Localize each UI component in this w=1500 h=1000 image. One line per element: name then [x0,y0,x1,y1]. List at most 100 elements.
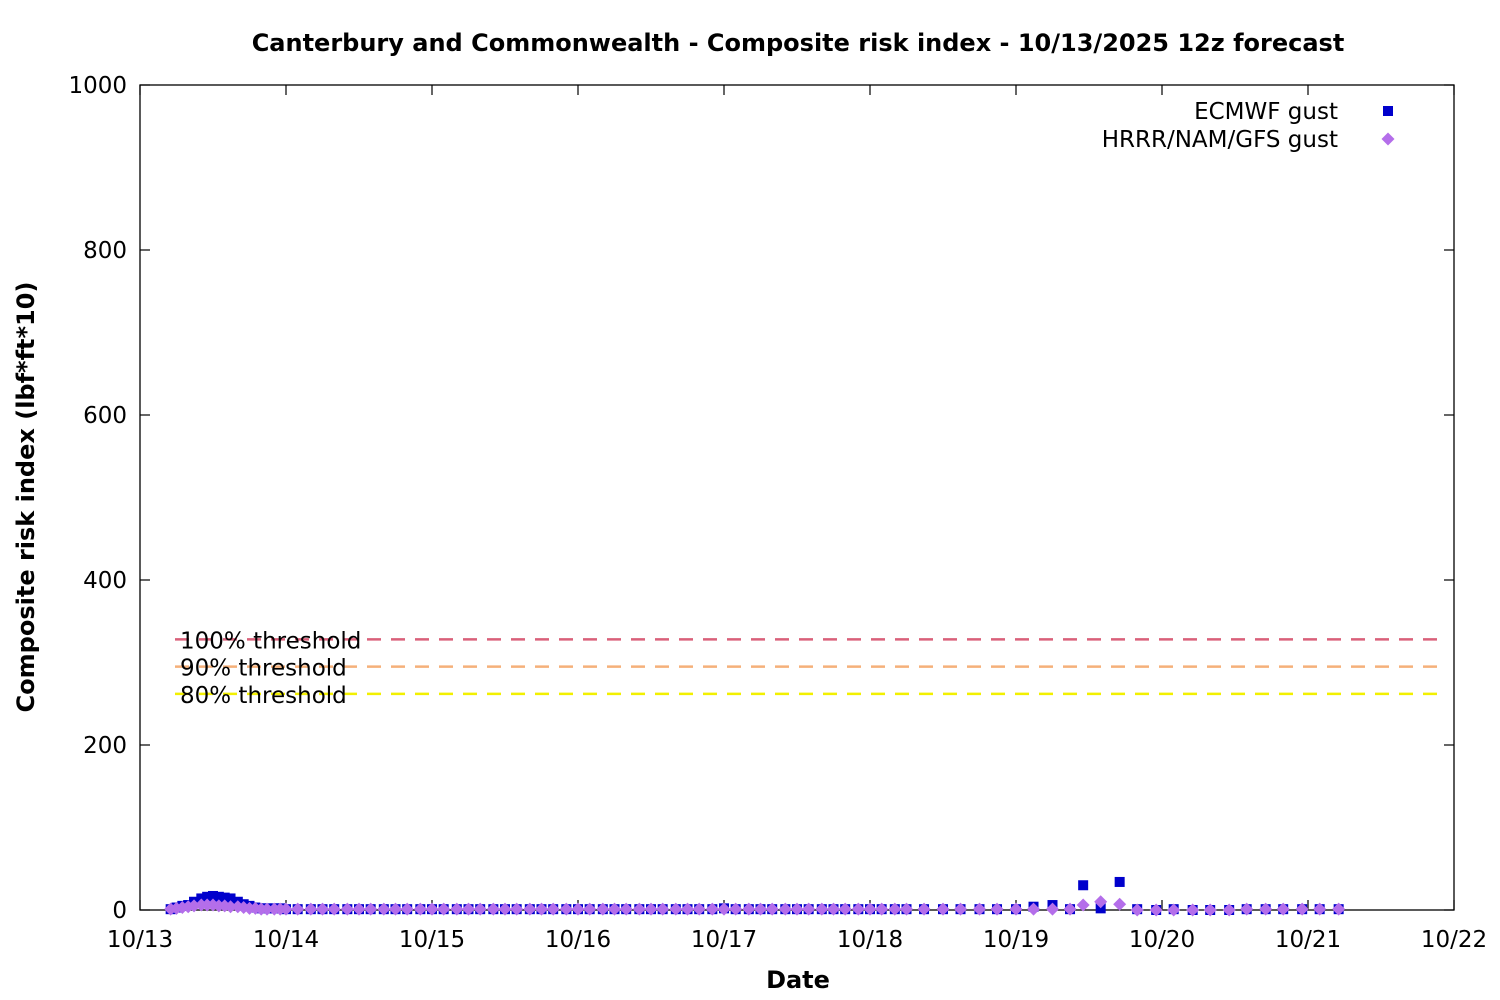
data-point [827,902,840,916]
data-point [510,902,524,916]
data-point [535,902,548,916]
data-point [729,902,743,916]
data-point [681,902,694,916]
threshold-label: 80% threshold [180,683,347,709]
data-point [400,902,414,916]
data-point [1186,903,1200,917]
x-tick-label: 10/15 [399,927,465,953]
data-point [790,902,804,916]
data-point [900,902,913,916]
data-point [462,902,475,916]
data-point [523,902,537,916]
data-point [1240,902,1254,916]
data-point [202,891,213,902]
y-tick-label: 1000 [68,73,127,99]
data-point [990,902,1004,916]
x-tick-label: 10/20 [1129,927,1195,953]
data-point [1027,902,1041,916]
data-point [838,902,852,916]
x-tick-label: 10/19 [983,927,1049,953]
data-point [1130,903,1144,917]
data-point [863,902,877,916]
x-tick-label: 10/18 [837,927,903,953]
data-point [389,902,402,916]
data-point [364,902,378,916]
data-point [327,902,341,916]
chart-title: Canterbury and Commonwealth - Composite … [252,29,1345,57]
data-point [450,902,464,916]
legend-entry-label: ECMWF gust [1194,99,1338,125]
data-point [571,902,585,916]
plot-area [139,84,1455,911]
data-point [692,902,706,916]
series-hrrr-nam-gfs-gust [164,895,1346,917]
y-tick-label: 0 [112,898,127,924]
data-point [1259,902,1273,916]
data-point [851,902,865,916]
y-tick-label: 200 [83,733,127,759]
data-point [717,902,731,916]
data-point [437,902,451,916]
legend-entry-label: HRRR/NAM/GFS gust [1102,127,1338,153]
data-point [219,892,230,903]
data-point [632,902,646,916]
data-point [936,902,950,916]
threshold-label: 90% threshold [180,656,347,682]
data-point [225,893,236,904]
data-point [644,902,658,916]
x-tick-label: 10/22 [1421,927,1487,953]
data-point [1149,903,1163,917]
x-tick-label: 10/13 [107,927,173,953]
axis-ticks: 0 200 400 600 800 1000 10/13 10/14 10/15 10/16 10/… [68,73,1487,953]
data-point [213,891,224,902]
data-point [1046,902,1059,916]
data-point [279,902,293,916]
x-axis-label: Date [766,966,830,994]
data-point [1114,876,1125,887]
data-point [498,902,512,916]
data-point [1095,903,1106,914]
data-point [413,902,427,916]
data-point [1094,895,1108,909]
data-point [559,902,573,916]
data-point [802,902,816,916]
data-point [1295,902,1309,916]
data-point [546,902,560,916]
data-point [1113,897,1127,911]
data-point [425,902,439,916]
data-point [596,902,610,916]
data-point [705,902,719,916]
data-point [486,902,500,916]
data-point [340,902,354,916]
y-axis-label: Composite risk index (lbf*ft*10) [12,282,40,713]
data-point [742,902,756,916]
data-point [619,902,633,916]
legend-marker [1383,106,1393,116]
data-point [196,893,207,904]
data-point [316,902,329,916]
data-point [815,902,829,916]
data-point [1078,880,1089,891]
y-tick-label: 400 [83,568,127,594]
data-point [1063,902,1077,916]
data-point [754,902,767,916]
data-point [778,902,792,916]
y-tick-label: 600 [83,403,127,429]
data-point [1313,902,1327,916]
data-point [1076,898,1090,912]
data-point [473,902,487,916]
data-point [765,902,779,916]
x-tick-label: 10/16 [545,927,611,953]
data-point [608,902,621,916]
data-point [973,902,986,916]
data-point [1167,903,1181,917]
data-point [954,902,968,916]
x-tick-label: 10/21 [1275,927,1341,953]
y-tick-label: 800 [83,238,127,264]
data-point [1203,903,1217,917]
data-point [1332,902,1346,916]
data-point [1276,902,1290,916]
